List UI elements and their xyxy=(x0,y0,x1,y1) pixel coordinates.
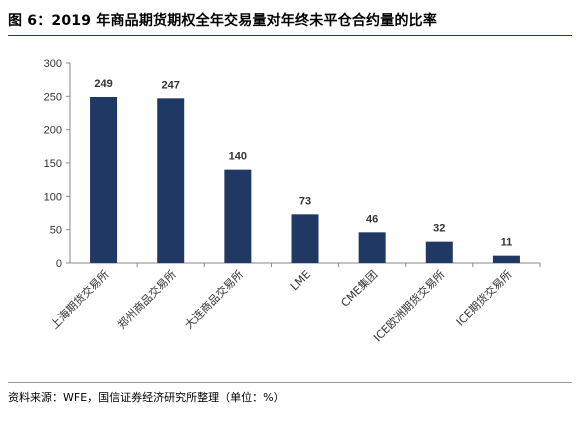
source-note: 资料来源：WFE，国信证券经济研究所整理（单位：%） xyxy=(8,391,285,404)
bar xyxy=(492,255,520,263)
y-tick-label: 200 xyxy=(44,125,62,137)
data-label: 73 xyxy=(299,195,311,207)
x-tick-label: CME集团 xyxy=(338,267,381,310)
y-tick-label: 0 xyxy=(56,258,62,270)
bar xyxy=(157,98,185,263)
data-label: 46 xyxy=(366,213,378,225)
chart-bars xyxy=(90,97,520,263)
title-divider xyxy=(8,35,572,36)
y-tick-label: 100 xyxy=(44,191,62,203)
bar-chart: 0 50 100 150 200 250 300 249 上海期货交易所 247 郑州商品交易所 1… xyxy=(44,58,541,344)
x-tick-label: 大连商品交易所 xyxy=(182,267,246,331)
data-label: 11 xyxy=(501,237,513,249)
data-label: 249 xyxy=(94,78,112,90)
chart-labels: 249 上海期货交易所 247 郑州商品交易所 140 大连商品交易所 73 LME 46 CME… xyxy=(47,78,514,344)
y-tick-label: 250 xyxy=(44,91,62,103)
x-tick-label: ICE期货交易所 xyxy=(453,267,514,328)
data-label: 140 xyxy=(229,151,247,163)
x-tick-label: 上海期货交易所 xyxy=(47,267,111,331)
x-tick-label: LME xyxy=(288,268,313,293)
bar xyxy=(291,214,319,263)
y-tick-label: 300 xyxy=(44,58,62,70)
x-tick-label: ICE欧洲期货交易所 xyxy=(370,267,447,344)
x-tick-label: 郑州商品交易所 xyxy=(114,267,178,331)
bar xyxy=(358,232,386,263)
chart-title: 图 6：2019 年商品期货期权全年交易量对年终未平仓合约量的比率 xyxy=(8,13,438,29)
source-divider xyxy=(8,382,572,383)
data-label: 32 xyxy=(433,223,445,235)
y-tick-label: 150 xyxy=(44,158,62,170)
bar xyxy=(425,241,453,263)
bar xyxy=(224,169,252,263)
data-label: 247 xyxy=(162,79,180,91)
y-tick-label: 50 xyxy=(50,225,62,237)
chart-axes: 0 50 100 150 200 250 300 xyxy=(44,58,541,270)
bar xyxy=(90,97,118,263)
